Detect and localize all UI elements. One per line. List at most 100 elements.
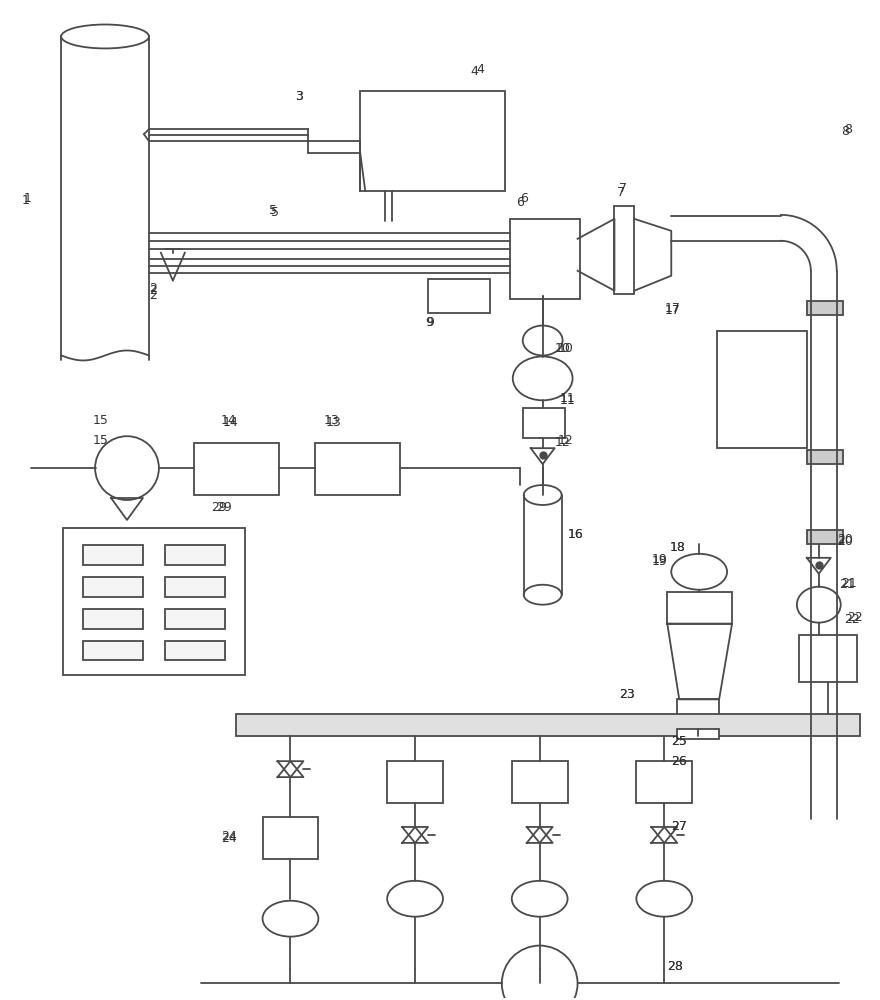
Text: 22: 22: [844, 613, 860, 626]
Bar: [63, 528, 245, 675]
Text: 18: 18: [670, 541, 686, 554]
Ellipse shape: [387, 881, 443, 917]
Text: 24: 24: [221, 830, 237, 843]
Bar: [678, 729, 719, 739]
Text: 3: 3: [296, 90, 304, 103]
Text: 18: 18: [670, 541, 686, 554]
Bar: [236, 714, 860, 736]
Bar: [717, 331, 807, 448]
Text: 26: 26: [671, 755, 687, 768]
Text: 10: 10: [558, 342, 574, 355]
Ellipse shape: [62, 25, 149, 48]
Text: 5: 5: [270, 206, 279, 219]
Bar: [360, 91, 505, 191]
Bar: [807, 530, 843, 544]
Text: 23: 23: [620, 688, 635, 701]
Text: 6: 6: [516, 196, 524, 209]
Bar: [678, 699, 719, 729]
Text: 25: 25: [671, 735, 687, 748]
Text: 16: 16: [568, 528, 583, 541]
Bar: [194, 443, 278, 495]
Text: 16: 16: [568, 528, 583, 541]
Bar: [387, 761, 443, 803]
Text: 23: 23: [620, 688, 635, 701]
Text: 11: 11: [560, 394, 576, 407]
Bar: [614, 206, 634, 294]
Ellipse shape: [513, 356, 573, 400]
Text: 17: 17: [664, 302, 680, 315]
Text: 24: 24: [221, 832, 237, 845]
Bar: [165, 577, 224, 597]
Text: 4: 4: [476, 63, 484, 76]
Text: 11: 11: [560, 392, 576, 405]
Text: 9: 9: [426, 316, 434, 329]
Text: 14: 14: [221, 414, 237, 427]
Text: 6: 6: [520, 192, 528, 205]
Text: 14: 14: [223, 416, 238, 429]
Text: 20: 20: [837, 533, 853, 546]
Bar: [83, 609, 143, 629]
Bar: [165, 641, 224, 660]
Text: 8: 8: [844, 123, 852, 136]
Text: 28: 28: [667, 960, 683, 973]
Text: 27: 27: [671, 820, 687, 833]
Bar: [667, 592, 732, 624]
Text: 7: 7: [620, 182, 627, 195]
Text: 13: 13: [323, 414, 339, 427]
Bar: [799, 635, 857, 682]
Text: 27: 27: [671, 820, 687, 833]
Text: 15: 15: [93, 414, 109, 427]
Ellipse shape: [523, 326, 562, 355]
Text: 28: 28: [667, 960, 683, 973]
Text: 29: 29: [216, 501, 231, 514]
Text: 1: 1: [21, 194, 29, 207]
Bar: [165, 609, 224, 629]
Text: 8: 8: [840, 125, 848, 138]
Text: 25: 25: [671, 735, 687, 748]
Text: 20: 20: [837, 535, 853, 548]
Bar: [807, 301, 843, 315]
Text: 21: 21: [840, 577, 856, 590]
Text: 15: 15: [93, 434, 109, 447]
Text: 3: 3: [296, 90, 304, 103]
Ellipse shape: [524, 585, 561, 605]
Bar: [262, 817, 319, 859]
Text: 7: 7: [618, 186, 626, 199]
Bar: [165, 545, 224, 565]
Text: 4: 4: [470, 65, 478, 78]
Text: 2: 2: [149, 289, 157, 302]
Bar: [636, 761, 693, 803]
Ellipse shape: [262, 901, 319, 937]
Text: 19: 19: [651, 553, 667, 566]
Text: 5: 5: [268, 204, 276, 217]
Bar: [83, 641, 143, 660]
Text: 2: 2: [149, 282, 157, 295]
Bar: [512, 761, 568, 803]
Text: 29: 29: [210, 501, 226, 514]
Text: 19: 19: [651, 555, 667, 568]
Bar: [510, 219, 580, 299]
Ellipse shape: [797, 587, 840, 623]
Text: 2: 2: [149, 284, 157, 297]
Bar: [428, 279, 490, 313]
Ellipse shape: [671, 554, 727, 590]
Ellipse shape: [502, 946, 577, 1000]
Text: 10: 10: [554, 342, 570, 355]
Text: 22: 22: [847, 611, 862, 624]
Text: 21: 21: [839, 578, 854, 591]
Text: 1: 1: [23, 192, 31, 205]
Text: 17: 17: [664, 304, 680, 317]
Bar: [83, 545, 143, 565]
Text: 26: 26: [671, 755, 687, 768]
Text: 12: 12: [554, 436, 570, 449]
Bar: [523, 408, 565, 438]
Ellipse shape: [512, 881, 568, 917]
Ellipse shape: [95, 436, 159, 500]
Bar: [315, 443, 400, 495]
Bar: [807, 450, 843, 464]
Text: 9: 9: [425, 316, 433, 329]
Ellipse shape: [524, 485, 561, 505]
Bar: [83, 577, 143, 597]
Ellipse shape: [636, 881, 693, 917]
Text: 13: 13: [326, 416, 341, 429]
